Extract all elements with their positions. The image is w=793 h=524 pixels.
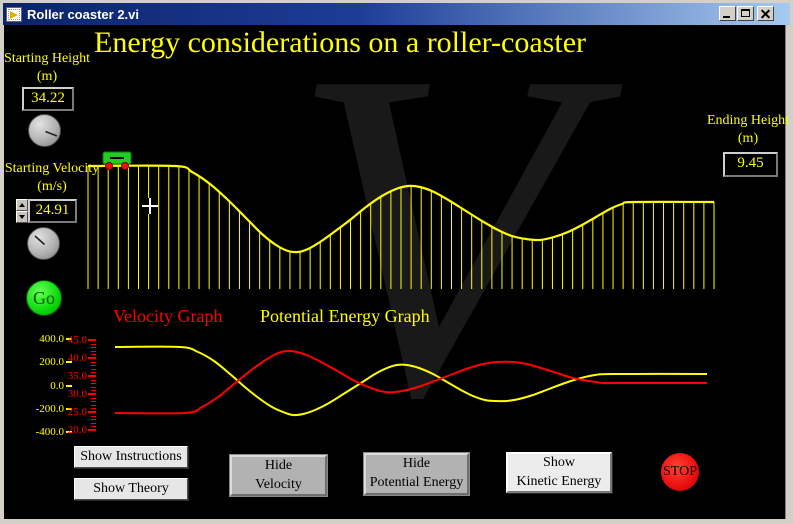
right-axis-minor-tick bbox=[91, 426, 96, 428]
right-axis-minor-tick bbox=[91, 379, 96, 381]
labview-app-icon bbox=[6, 6, 22, 22]
right-axis-minor-tick bbox=[91, 354, 96, 356]
maximize-button[interactable] bbox=[737, 6, 754, 21]
velocity-graph-label: Velocity Graph bbox=[113, 306, 223, 326]
go-button[interactable]: Go bbox=[26, 280, 62, 316]
right-axis-minor-tick bbox=[91, 390, 96, 392]
right-axis-tick bbox=[88, 411, 96, 413]
show-instructions-button[interactable]: Show Instructions bbox=[74, 446, 188, 468]
right-axis-tick-label: 45.0 bbox=[67, 334, 87, 346]
front-panel bbox=[4, 25, 786, 519]
right-axis-minor-tick bbox=[91, 404, 96, 406]
left-axis-tick bbox=[66, 361, 72, 364]
hide-potential-energy-button[interactable]: Hide Potential Energy bbox=[364, 453, 469, 495]
button-line: Hide bbox=[402, 456, 431, 472]
right-axis-tick bbox=[88, 357, 96, 359]
starting-height-input[interactable]: 34.22 bbox=[22, 87, 74, 111]
right-axis-tick bbox=[88, 393, 96, 395]
right-axis-minor-tick bbox=[91, 361, 96, 363]
right-axis-minor-tick bbox=[91, 422, 96, 424]
knob-needle-icon bbox=[34, 235, 46, 246]
right-axis-tick bbox=[88, 339, 96, 341]
right-axis-minor-tick bbox=[91, 419, 96, 421]
velocity-spinner-down[interactable] bbox=[16, 211, 28, 223]
minimize-icon bbox=[723, 16, 730, 18]
button-line: Kinetic Energy bbox=[516, 473, 602, 489]
minimize-button[interactable] bbox=[719, 6, 736, 21]
ending-height-label: Ending Height (m) bbox=[706, 113, 790, 146]
right-axis-minor-tick bbox=[91, 401, 96, 403]
ending-height-display: 9.45 bbox=[723, 152, 778, 177]
starting-height-label: Starting Height (m) bbox=[4, 51, 90, 84]
button-line: Potential Energy bbox=[369, 475, 464, 490]
right-axis-tick-label: 25.0 bbox=[67, 406, 87, 418]
left-axis-tick bbox=[66, 431, 72, 433]
right-axis-minor-tick bbox=[91, 397, 96, 399]
left-axis-tick bbox=[66, 338, 72, 340]
left-axis-tick-label: 400.0 bbox=[39, 333, 64, 345]
close-icon bbox=[761, 9, 770, 18]
right-axis-minor-tick bbox=[91, 383, 96, 385]
title-bar[interactable]: Roller coaster 2.vi bbox=[3, 3, 790, 25]
velocity-spinner bbox=[16, 199, 28, 223]
right-axis-minor-tick bbox=[91, 347, 96, 349]
starting-height-knob[interactable] bbox=[28, 114, 61, 147]
right-axis-minor-tick bbox=[91, 350, 96, 352]
right-axis-tick-label: 30.0 bbox=[67, 388, 87, 400]
page-title: Energy considerations on a roller-coaste… bbox=[94, 26, 586, 59]
left-axis-tick-label: 200.0 bbox=[39, 356, 64, 369]
right-axis-minor-tick bbox=[91, 365, 96, 367]
left-axis-tick bbox=[66, 407, 72, 410]
right-axis-minor-tick bbox=[91, 386, 96, 388]
button-line: Velocity bbox=[255, 476, 302, 492]
right-axis-minor-tick bbox=[91, 408, 96, 410]
right-axis-minor-tick bbox=[91, 368, 96, 370]
right-axis-tick bbox=[88, 429, 96, 431]
left-axis-tick-label: 0.0 bbox=[50, 379, 64, 392]
window-title: Roller coaster 2.vi bbox=[27, 6, 139, 22]
right-axis-tick-label: 20.0 bbox=[67, 424, 87, 436]
button-line: Show bbox=[543, 454, 575, 470]
show-theory-button[interactable]: Show Theory bbox=[74, 478, 188, 500]
hide-velocity-button[interactable]: Hide Velocity bbox=[230, 455, 327, 496]
knob-needle-icon bbox=[45, 130, 58, 137]
show-kinetic-energy-button[interactable]: Show Kinetic Energy bbox=[506, 452, 612, 493]
close-button[interactable] bbox=[757, 6, 774, 21]
right-axis-tick-label: 40.0 bbox=[67, 352, 87, 364]
background-watermark: V bbox=[290, 0, 578, 494]
right-axis-tick-label: 35.0 bbox=[67, 370, 87, 382]
starting-velocity-knob[interactable] bbox=[27, 227, 60, 260]
right-axis-minor-tick bbox=[91, 372, 96, 374]
potential-energy-graph-label: Potential Energy Graph bbox=[260, 306, 430, 326]
starting-velocity-input[interactable]: 24.91 bbox=[28, 199, 77, 223]
button-line: Hide bbox=[264, 457, 293, 473]
stop-button[interactable]: STOP bbox=[661, 453, 699, 491]
left-axis-tick-label: -400.0 bbox=[35, 426, 64, 438]
right-axis-tick bbox=[88, 375, 96, 377]
maximize-icon bbox=[741, 9, 750, 17]
right-axis-minor-tick bbox=[91, 343, 96, 345]
left-axis-tick bbox=[66, 384, 72, 387]
starting-velocity-label: Starting Velocity (m/s) bbox=[4, 161, 100, 194]
velocity-spinner-up[interactable] bbox=[16, 199, 28, 211]
right-axis-minor-tick bbox=[91, 415, 96, 417]
left-axis-tick-label: -200.0 bbox=[35, 402, 64, 415]
